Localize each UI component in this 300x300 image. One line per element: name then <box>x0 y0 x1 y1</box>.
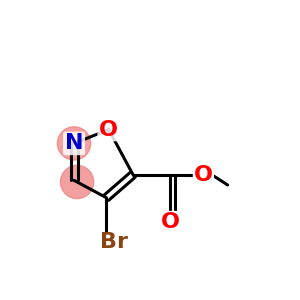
Circle shape <box>57 127 91 160</box>
Circle shape <box>60 165 94 199</box>
Text: O: O <box>194 165 213 184</box>
Text: N: N <box>65 134 83 153</box>
Text: O: O <box>160 212 179 232</box>
Text: Br: Br <box>100 232 128 252</box>
Text: O: O <box>99 120 118 140</box>
